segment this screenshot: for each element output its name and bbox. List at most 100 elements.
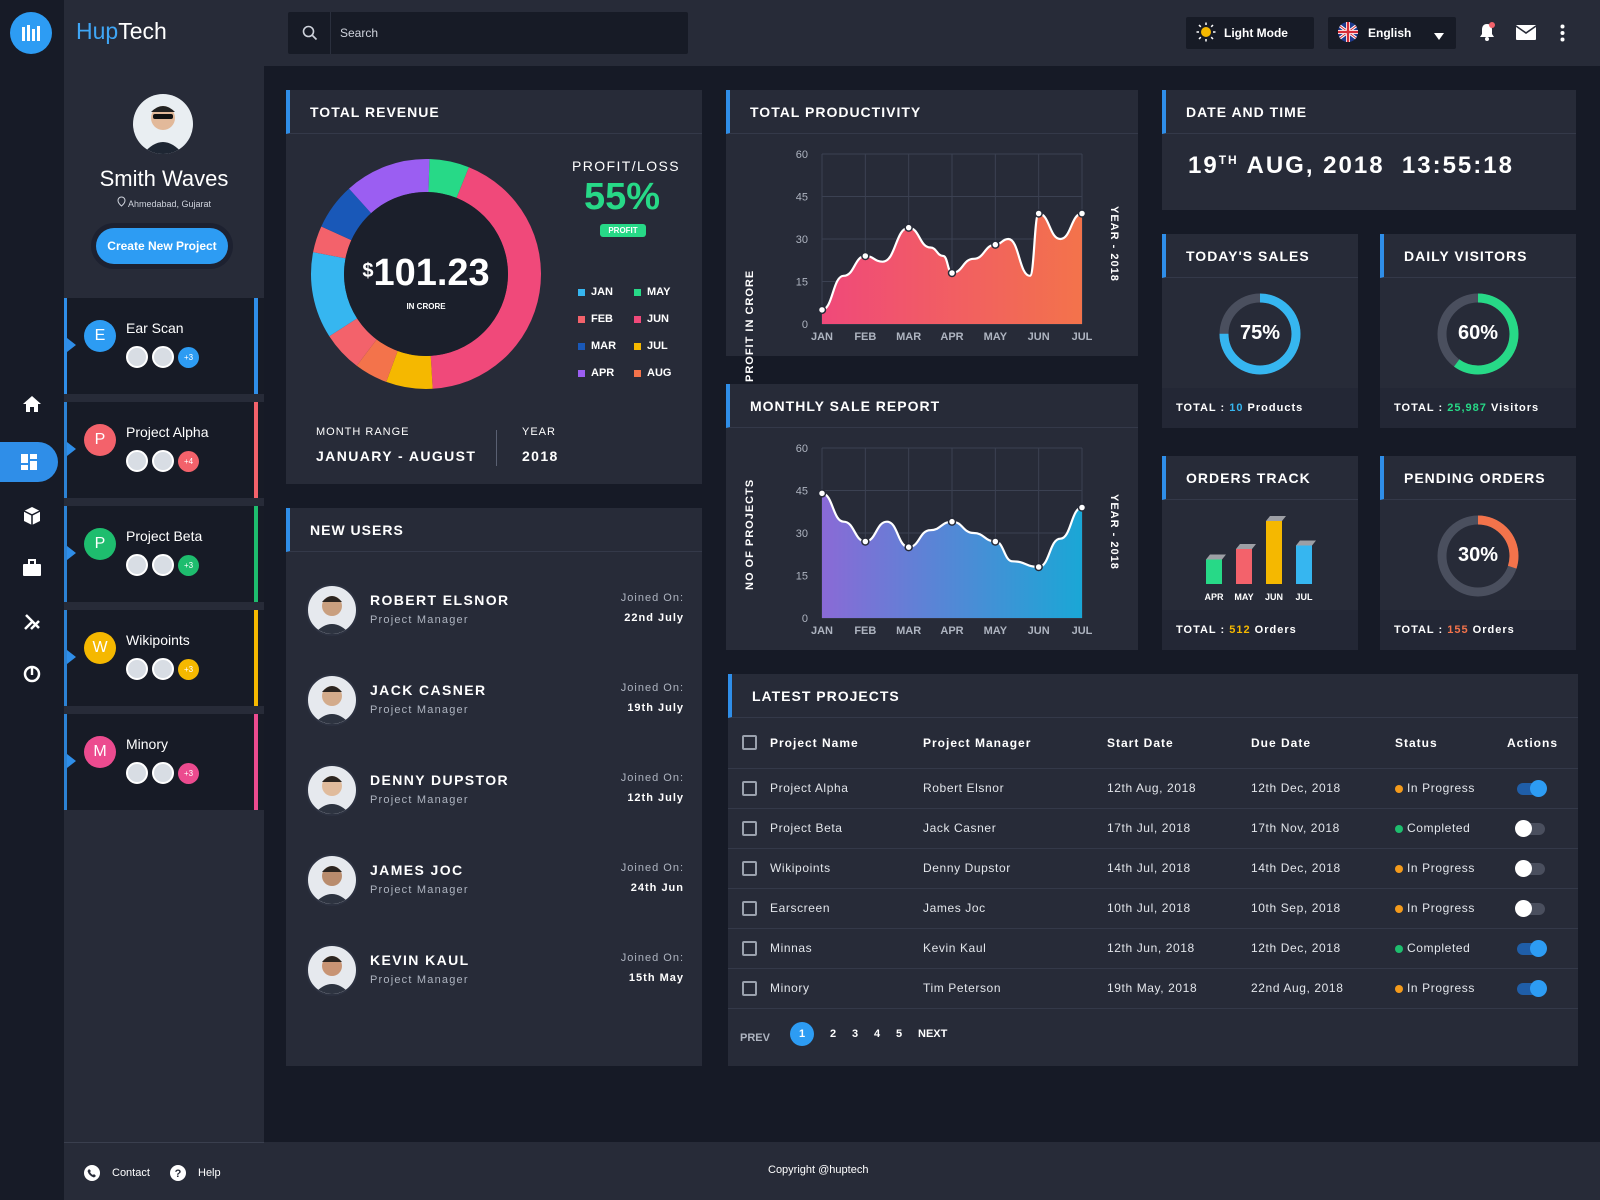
sidebar-project-item[interactable]: M Minory +3 xyxy=(64,714,264,810)
user-list-item[interactable]: ROBERT ELSNOR Project Manager Joined On: 22… xyxy=(286,584,702,664)
col-due-date[interactable]: Due Date xyxy=(1251,718,1395,769)
year-side-label: YEAR - 2018 xyxy=(1108,206,1120,282)
table-header-row: Project Name Project Manager Start Date … xyxy=(728,718,1578,769)
user-list-item[interactable]: JAMES JOC Project Manager Joined On: 24th J… xyxy=(286,854,702,934)
area-fill xyxy=(822,493,1082,618)
status-dot xyxy=(1395,864,1403,873)
dashboard-icon[interactable] xyxy=(0,442,58,482)
year-side-label: YEAR - 2018 xyxy=(1108,494,1120,570)
user-list-item[interactable]: DENNY DUPSTOR Project Manager Joined On: 12… xyxy=(286,764,702,844)
pending-progress-ring xyxy=(1437,515,1519,597)
donut-slice-may xyxy=(428,159,469,198)
sidebar-project-item[interactable]: P Project Alpha +4 xyxy=(64,402,264,498)
table-row[interactable]: Project Alpha Robert Elsnor 12th Aug, 2018… xyxy=(728,768,1578,809)
sidebar-footer: Contact ? Help xyxy=(64,1142,264,1200)
search-box[interactable] xyxy=(288,12,688,54)
area-fill xyxy=(822,213,1082,324)
project-color-bar xyxy=(254,506,258,602)
more-options-icon[interactable] xyxy=(1560,24,1565,47)
col-project-name[interactable]: Project Name xyxy=(770,718,923,769)
row-checkbox[interactable] xyxy=(742,780,757,796)
card-title: TOTAL PRODUCTIVITY xyxy=(726,90,1138,134)
row-checkbox[interactable] xyxy=(742,820,757,836)
cell-start-date: 10th Jul, 2018 xyxy=(1107,888,1251,929)
location-pin-icon xyxy=(117,196,126,207)
table-row[interactable]: Minnas Kevin Kaul 12th Jun, 2018 12th Dec, … xyxy=(728,928,1578,969)
cube-icon[interactable] xyxy=(0,496,64,536)
mail-icon[interactable] xyxy=(1515,25,1537,45)
cell-status: In Progress xyxy=(1395,768,1507,809)
page-footer: Copyright @huptech xyxy=(264,1142,1600,1200)
row-checkbox[interactable] xyxy=(742,900,757,916)
brand-logo[interactable]: HupTech xyxy=(76,18,167,44)
data-point xyxy=(1034,562,1043,572)
tools-icon[interactable] xyxy=(0,602,64,642)
table-row[interactable]: Earscreen James Joc 10th Jul, 2018 10th Sep… xyxy=(728,888,1578,929)
donut-slice-aug xyxy=(356,339,398,382)
donut-slice-jul xyxy=(386,350,433,389)
action-toggle[interactable] xyxy=(1517,979,1547,997)
language-select[interactable]: English xyxy=(1328,17,1456,49)
page-button[interactable]: 3 xyxy=(852,1028,859,1040)
status-dot xyxy=(1395,784,1403,793)
table-row[interactable]: Project Beta Jack Casner 17th Jul, 2018 17t… xyxy=(728,808,1578,849)
row-checkbox[interactable] xyxy=(742,860,757,876)
user-list-item[interactable]: JACK CASNER Project Manager Joined On: 19th… xyxy=(286,674,702,754)
action-toggle[interactable] xyxy=(1515,899,1545,917)
page-button[interactable]: 5 xyxy=(896,1028,903,1040)
y-tick-label: 60 xyxy=(796,149,808,161)
member-avatar xyxy=(126,554,148,576)
sidebar-project-item[interactable]: P Project Beta +3 xyxy=(64,506,264,602)
col-start-date[interactable]: Start Date xyxy=(1107,718,1251,769)
app-logo-icon[interactable] xyxy=(10,12,52,54)
row-checkbox[interactable] xyxy=(742,940,757,956)
profile-avatar[interactable] xyxy=(133,94,193,154)
home-icon[interactable] xyxy=(0,384,64,424)
joined-label: Joined On: xyxy=(620,682,684,694)
light-mode-toggle[interactable]: Light Mode xyxy=(1186,17,1314,49)
user-list-item[interactable]: KEVIN KAUL Project Manager Joined On: 15th … xyxy=(286,944,702,1024)
contact-link[interactable]: Contact xyxy=(112,1167,150,1179)
profit-value: 55% xyxy=(584,176,661,218)
create-new-project-button[interactable]: Create New Project xyxy=(96,228,228,264)
col-project-manager[interactable]: Project Manager xyxy=(923,718,1107,769)
projects-table: Project Name Project Manager Start Date … xyxy=(728,718,1578,1009)
more-members-badge: +3 xyxy=(178,659,199,680)
action-toggle[interactable] xyxy=(1517,779,1547,797)
help-link[interactable]: Help xyxy=(198,1167,221,1179)
copyright-text: Copyright @huptech xyxy=(768,1164,869,1176)
y-tick-label: 0 xyxy=(802,319,808,331)
bell-icon[interactable] xyxy=(1478,22,1496,47)
legend-item: FEB xyxy=(578,313,613,325)
sidebar-project-item[interactable]: W Wikipoints +3 xyxy=(64,610,264,706)
data-point xyxy=(904,223,913,232)
data-point xyxy=(991,240,1000,249)
action-toggle[interactable] xyxy=(1515,859,1545,877)
next-page-button[interactable]: NEXT xyxy=(918,1028,948,1040)
page-button[interactable]: 1 xyxy=(790,1022,814,1046)
sales-total-footer: TOTAL : 10 Products xyxy=(1162,388,1358,428)
sidebar-project-item[interactable]: E Ear Scan +3 xyxy=(64,298,264,394)
table-row[interactable]: Wikipoints Denny Dupstor 14th Jul, 2018 14t… xyxy=(728,848,1578,889)
card-title: TODAY'S SALES xyxy=(1162,234,1358,278)
prev-page-button[interactable]: PREV xyxy=(740,1032,770,1044)
action-toggle[interactable] xyxy=(1515,819,1545,837)
table-row[interactable]: Minory Tim Peterson 19th May, 2018 22nd Aug… xyxy=(728,968,1578,1009)
search-input[interactable] xyxy=(340,12,670,54)
page-button[interactable]: 2 xyxy=(830,1028,837,1040)
help-icon: ? xyxy=(170,1165,186,1184)
page-button[interactable]: 4 xyxy=(874,1028,881,1040)
row-checkbox[interactable] xyxy=(742,980,757,996)
order-bar-jun xyxy=(1266,521,1282,584)
order-bar-apr xyxy=(1206,559,1222,584)
select-all-checkbox[interactable] xyxy=(742,735,757,751)
caret-right-icon xyxy=(67,754,76,768)
power-icon[interactable] xyxy=(0,654,64,694)
col-status[interactable]: Status xyxy=(1395,718,1507,769)
data-point xyxy=(991,537,1000,546)
cell-project-name: Earscreen xyxy=(770,888,923,929)
action-toggle[interactable] xyxy=(1517,939,1547,957)
caret-right-icon xyxy=(67,338,76,352)
briefcase-icon[interactable] xyxy=(0,548,64,588)
data-point xyxy=(817,489,827,498)
